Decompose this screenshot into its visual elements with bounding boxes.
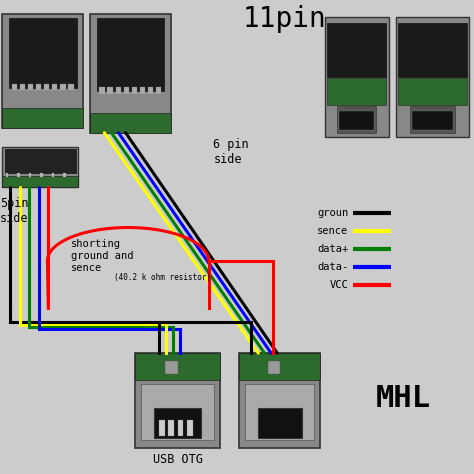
FancyBboxPatch shape (60, 83, 65, 91)
FancyBboxPatch shape (116, 86, 121, 94)
Text: sence: sence (317, 226, 348, 237)
FancyBboxPatch shape (178, 420, 183, 436)
FancyBboxPatch shape (327, 78, 386, 105)
FancyBboxPatch shape (28, 83, 33, 91)
FancyBboxPatch shape (410, 106, 455, 133)
FancyBboxPatch shape (168, 420, 174, 436)
FancyBboxPatch shape (325, 17, 389, 137)
FancyBboxPatch shape (156, 86, 161, 94)
FancyBboxPatch shape (339, 111, 374, 130)
FancyBboxPatch shape (9, 18, 76, 88)
FancyBboxPatch shape (148, 86, 153, 94)
FancyBboxPatch shape (68, 83, 73, 91)
FancyBboxPatch shape (257, 408, 302, 438)
FancyBboxPatch shape (398, 23, 467, 77)
Text: groun: groun (317, 208, 348, 219)
FancyBboxPatch shape (52, 83, 57, 91)
FancyBboxPatch shape (6, 173, 8, 177)
FancyBboxPatch shape (245, 384, 314, 440)
Text: 6 pin
side: 6 pin side (213, 137, 249, 166)
FancyBboxPatch shape (36, 83, 41, 91)
FancyBboxPatch shape (108, 86, 113, 94)
FancyBboxPatch shape (155, 408, 201, 438)
FancyBboxPatch shape (396, 17, 469, 137)
FancyBboxPatch shape (267, 361, 280, 374)
FancyBboxPatch shape (132, 86, 137, 94)
FancyBboxPatch shape (398, 78, 467, 105)
FancyBboxPatch shape (17, 173, 19, 177)
FancyBboxPatch shape (90, 113, 171, 133)
FancyBboxPatch shape (2, 14, 83, 128)
FancyBboxPatch shape (2, 176, 78, 187)
FancyBboxPatch shape (327, 23, 386, 77)
FancyBboxPatch shape (40, 173, 43, 177)
FancyBboxPatch shape (239, 353, 320, 380)
Text: (40.2 k ohm resistor): (40.2 k ohm resistor) (114, 273, 211, 282)
FancyBboxPatch shape (2, 108, 83, 128)
Text: shorting
ground and
sence: shorting ground and sence (71, 239, 134, 273)
Text: USB OTG: USB OTG (153, 453, 203, 466)
FancyBboxPatch shape (90, 14, 171, 133)
FancyBboxPatch shape (100, 86, 105, 94)
FancyBboxPatch shape (239, 353, 320, 448)
FancyBboxPatch shape (159, 420, 164, 436)
FancyBboxPatch shape (140, 86, 145, 94)
Text: data-: data- (317, 262, 348, 273)
FancyBboxPatch shape (135, 353, 220, 380)
FancyBboxPatch shape (135, 353, 220, 448)
FancyBboxPatch shape (187, 420, 193, 436)
Text: data+: data+ (317, 244, 348, 255)
FancyBboxPatch shape (44, 83, 49, 91)
FancyBboxPatch shape (2, 147, 78, 187)
FancyBboxPatch shape (97, 18, 164, 91)
Text: VCC: VCC (329, 280, 348, 291)
FancyBboxPatch shape (5, 149, 76, 173)
Text: 5pin
side: 5pin side (0, 197, 28, 225)
FancyBboxPatch shape (12, 83, 17, 91)
FancyBboxPatch shape (52, 173, 54, 177)
FancyBboxPatch shape (29, 173, 31, 177)
Text: MHL: MHL (375, 383, 430, 413)
FancyBboxPatch shape (124, 86, 129, 94)
FancyBboxPatch shape (64, 173, 66, 177)
Text: 11pin: 11pin (243, 5, 326, 33)
FancyBboxPatch shape (141, 384, 214, 440)
FancyBboxPatch shape (337, 106, 376, 133)
FancyBboxPatch shape (20, 83, 25, 91)
FancyBboxPatch shape (165, 361, 178, 374)
FancyBboxPatch shape (412, 111, 453, 130)
